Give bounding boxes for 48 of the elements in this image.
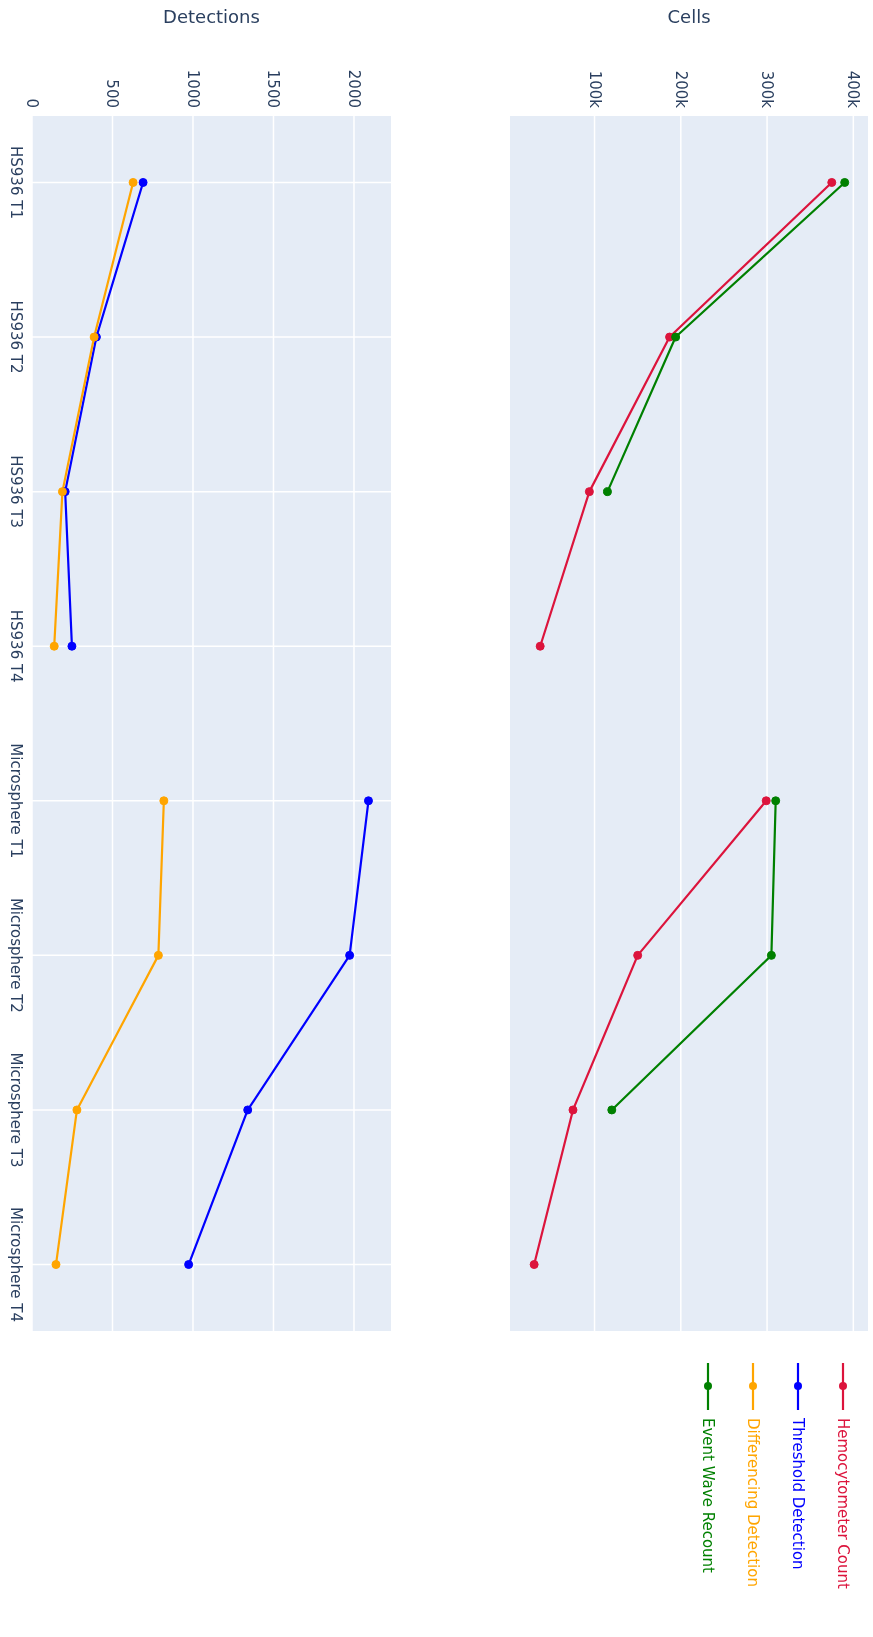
point [72, 1105, 82, 1115]
point [159, 796, 169, 806]
x-tick-label: 300k [758, 70, 777, 109]
x-tick-label: 1000 [183, 69, 202, 108]
point [602, 487, 612, 497]
point [529, 1260, 539, 1270]
point [671, 332, 681, 342]
text: Hemocytometer Count [834, 1418, 852, 1590]
x-axis-title: Cells [666, 6, 712, 27]
point [184, 1260, 194, 1270]
point [363, 796, 373, 806]
point [51, 1260, 61, 1270]
point [568, 1105, 578, 1115]
y-tick-label: HS936 T1 [7, 146, 25, 219]
y-tick-label: HS936 T2 [7, 300, 25, 374]
point [827, 177, 837, 187]
text: Event Wave Recount [699, 1418, 717, 1574]
point [153, 950, 163, 960]
point [243, 1105, 253, 1115]
y-tick-label: Microsphere T3 [7, 1052, 25, 1168]
x-tick-label: 200k [671, 70, 690, 109]
point [761, 796, 771, 806]
y-tick-label: Microsphere T1 [7, 743, 25, 859]
point [607, 1105, 617, 1115]
x-tick-label: 2000 [344, 69, 363, 108]
point [345, 950, 355, 960]
y-tick-label: HS936 T3 [7, 455, 25, 529]
point [633, 950, 643, 960]
x-tick-label: 0 [23, 98, 41, 108]
x-axis-title: Detections [162, 6, 261, 27]
x-tick-label: 100k [585, 70, 604, 109]
y-tick-label: Microsphere T4 [7, 1207, 25, 1323]
point [67, 641, 77, 651]
x-tick-label: 500 [103, 79, 122, 108]
text: Threshold Detection [789, 1417, 807, 1570]
point [535, 641, 545, 651]
point [840, 177, 850, 187]
y-tick-label: Microsphere T2 [7, 897, 25, 1013]
point [766, 950, 776, 960]
y-tick-label: HS936 T4 [7, 609, 25, 683]
point [138, 177, 148, 187]
text: Differencing Detection [744, 1418, 762, 1587]
point [771, 796, 781, 806]
point [128, 177, 138, 187]
x-tick-label: 400k [844, 70, 863, 109]
x-tick-label: 1500 [264, 69, 283, 108]
point [584, 487, 594, 497]
point [49, 641, 59, 651]
